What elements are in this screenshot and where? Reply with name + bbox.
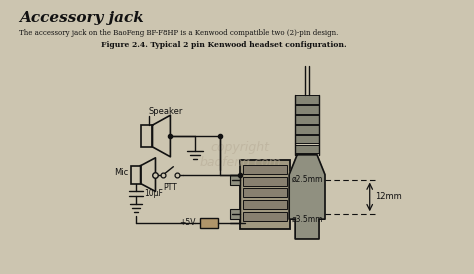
Bar <box>295 125 319 133</box>
Polygon shape <box>141 158 155 192</box>
Bar <box>243 165 287 174</box>
Bar <box>243 200 287 209</box>
Bar <box>230 175 240 184</box>
Bar <box>240 160 290 229</box>
Text: Accessory jack: Accessory jack <box>19 11 144 25</box>
Text: copyright
baofeng.com: copyright baofeng.com <box>199 141 281 169</box>
Text: 10μF: 10μF <box>145 189 164 198</box>
Bar <box>295 105 319 114</box>
Text: +5V: +5V <box>179 218 195 227</box>
Bar <box>295 145 319 153</box>
Text: Speaker: Speaker <box>148 107 183 116</box>
Bar <box>200 218 218 228</box>
Text: Figure 2.4. Typical 2 pin Kenwood headset configuration.: Figure 2.4. Typical 2 pin Kenwood headse… <box>101 41 346 49</box>
Polygon shape <box>153 115 170 157</box>
Text: PTT: PTT <box>164 182 177 192</box>
Bar <box>243 189 287 197</box>
Text: ø2.5mm: ø2.5mm <box>292 175 323 184</box>
Bar <box>230 209 240 219</box>
Text: Mic: Mic <box>114 168 128 177</box>
Bar <box>295 115 319 124</box>
Bar <box>243 212 287 221</box>
Text: ø3.5mm: ø3.5mm <box>292 215 323 224</box>
Bar <box>295 135 319 143</box>
Bar <box>243 177 287 185</box>
Bar <box>295 95 319 104</box>
Bar <box>131 166 141 184</box>
Text: 12mm: 12mm <box>374 192 401 201</box>
Text: The accessory jack on the BaoFeng BF-F8HP is a Kenwood compatible two (2)-pin de: The accessory jack on the BaoFeng BF-F8H… <box>19 29 338 37</box>
Bar <box>141 125 153 147</box>
Polygon shape <box>289 155 325 239</box>
